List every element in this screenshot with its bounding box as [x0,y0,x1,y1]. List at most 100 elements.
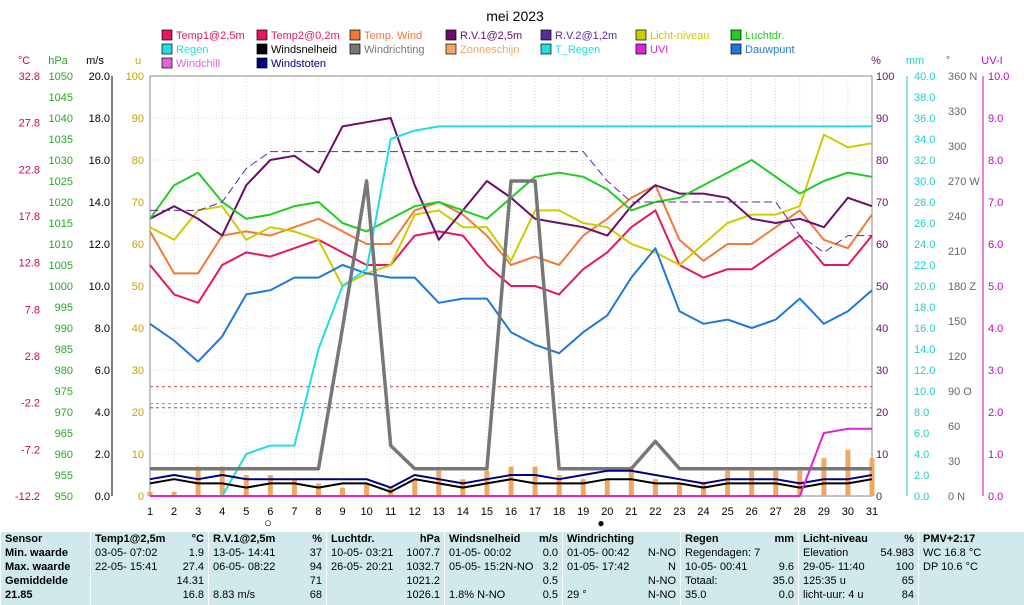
table-cell-label: 01-05- 17:42 [567,561,630,573]
axis-tick-label: 3.0 [988,365,1003,377]
table-cell-value: 37 [309,547,322,559]
table-cell-value: 1007.7 [406,547,440,559]
table-cell: Gemiddelde [5,574,90,588]
axis-tick-label: 980 [55,365,73,377]
table-cell: N-NO [567,574,680,588]
table-cell-label: licht-uur: 4 u [803,589,864,601]
legend-label: Temp2@0,2m [271,30,340,42]
table-cell-label: 22-05- 15:41 [95,561,158,573]
table-cell-label: Regendagen: 7 [685,547,761,559]
table-cell: 125:35 u 65 [803,574,918,588]
axis-tick-label: 2.8 [25,351,40,363]
table-cell-label: 05-05- 15:2N-NO [449,561,534,573]
axis-tick-label: 22.8 [19,164,40,176]
axis-tick-label: 14.0 [914,344,935,356]
axis-tick-label: 0.0 [95,491,110,503]
table-header: Sensor [5,532,90,546]
series-line-windsnelheid [149,478,873,493]
axis-tick-label: 120 [948,351,966,363]
table-cell-value: 0.0 [778,589,794,601]
legend-label: Temp. Wind [364,30,422,42]
axis-tick-label: 995 [55,302,73,314]
table-cell-label: 26-05- 20:21 [331,561,394,573]
table-cell-label: 10-05- 03:21 [331,547,394,559]
axis-tick-label: 950 [55,491,73,503]
axis-tick-label: 28.0 [914,197,935,209]
table-column: Regen mm Regendagen: 7 10-05- 00:41 9.6 Totaa… [680,532,798,605]
axis-tick-label: 30 [948,456,960,468]
series-line-r-v-2-1-2m [150,151,872,253]
table-cell-label: WC 16.8 °C [923,547,982,559]
table-header: Temp1@2,5m °C [95,532,208,546]
axis-tick-label: 16.0 [914,323,935,335]
axis-tick-label: 17.8 [19,211,40,223]
x-tick-label: 20 [601,506,613,518]
axis-tick-label: 8.0 [988,155,1003,167]
table-header-label: Licht-niveau [803,533,868,545]
axis-tick-label: 12.0 [89,239,110,251]
x-tick-label: 7 [291,506,297,518]
moon-marker: ● [597,516,604,530]
table-header: Windrichting [567,532,680,546]
table-cell-label: Max. waarde [5,561,71,573]
legend-label: Luchtdr. [745,30,784,42]
sunshine-bar [869,458,875,496]
sunshine-bar [556,475,562,496]
axis-tick-label: 10 [876,449,888,461]
table-cell-value: 9.6 [778,561,794,573]
x-tick-label: 26 [746,506,758,518]
legend-label: UVI [650,44,668,56]
table-cell-label: 8.83 m/s [213,589,256,601]
axis-tick-label: 0 [138,491,144,503]
sunshine-bar [821,458,827,496]
axis-tick-label: 32.0 [914,155,935,167]
table-cell-label: Gemiddelde [5,575,68,587]
table-cell: 0.5 [449,574,562,588]
table-cell: 1026.1 [331,588,444,602]
table-header-unit: m/s [539,533,558,545]
legend-label: Zonneschijn [460,44,519,56]
table-cell-label: DP 10.6 °C [923,561,978,573]
axis-tick-label: 80 [132,155,144,167]
table-header-label: R.V.1@2,5m [213,533,276,545]
axis-tick-label: 32.8 [19,71,40,83]
table-cell-label: 01-05- 00:02 [449,547,512,559]
axis-tick-label: 1015 [49,218,73,230]
axis-tick-label: 0.0 [988,491,1003,503]
axis-tick-label: 970 [55,407,73,419]
table-cell: 01-05- 00:02 0.0 [449,546,562,560]
axis-tick-label: 2.0 [914,470,929,482]
table-cell-label: 10-05- 00:41 [685,561,748,573]
axis-unit-label: UV-I [981,55,1002,67]
axis-tick-label: 1050 [49,71,73,83]
legend-label: Windrichting [364,44,425,56]
sunshine-bar [243,475,249,496]
weather-chart: mei 2023 Temp1@2,5m Temp2@0,2m Temp. Wind R.… [15,8,1010,530]
axis-tick-label: 1010 [49,239,73,251]
axis-tick-label: 12.8 [19,258,40,270]
axis-tick-label: 40 [132,323,144,335]
table-cell: Totaal: 35.0 [685,574,798,588]
axis-tick-label: 2.0 [988,407,1003,419]
axis-tick-label: 1040 [49,113,73,125]
axis-tick-label: 90 [132,113,144,125]
table-header-unit: mm [774,533,794,545]
legend-swatch [540,29,552,41]
x-tick-label: 29 [818,506,830,518]
axis-tick-label: 7.0 [988,197,1003,209]
legend-swatch [635,43,647,55]
axis-tick-label: 20 [132,407,144,419]
axis-tick-label: 30 [876,365,888,377]
table-header-label: Temp1@2,5m [95,533,166,545]
table-cell-value: 1032.7 [406,561,440,573]
axis-tick-label: 60 [132,239,144,251]
sunshine-bar [652,479,658,496]
sunshine-bar [340,487,346,496]
axis-tick-label: 34.0 [914,134,935,146]
table-cell: Regendagen: 7 [685,546,798,560]
table-cell-value: 27.4 [182,561,204,573]
axis-tick-label: 360 N [948,71,977,83]
table-column: Temp1@2,5m °C 03-05- 07:02 1.9 22-05- 15:41 2… [90,532,208,605]
axis-tick-label: 330 [948,106,966,118]
table-header: Licht-niveau% [803,532,918,546]
